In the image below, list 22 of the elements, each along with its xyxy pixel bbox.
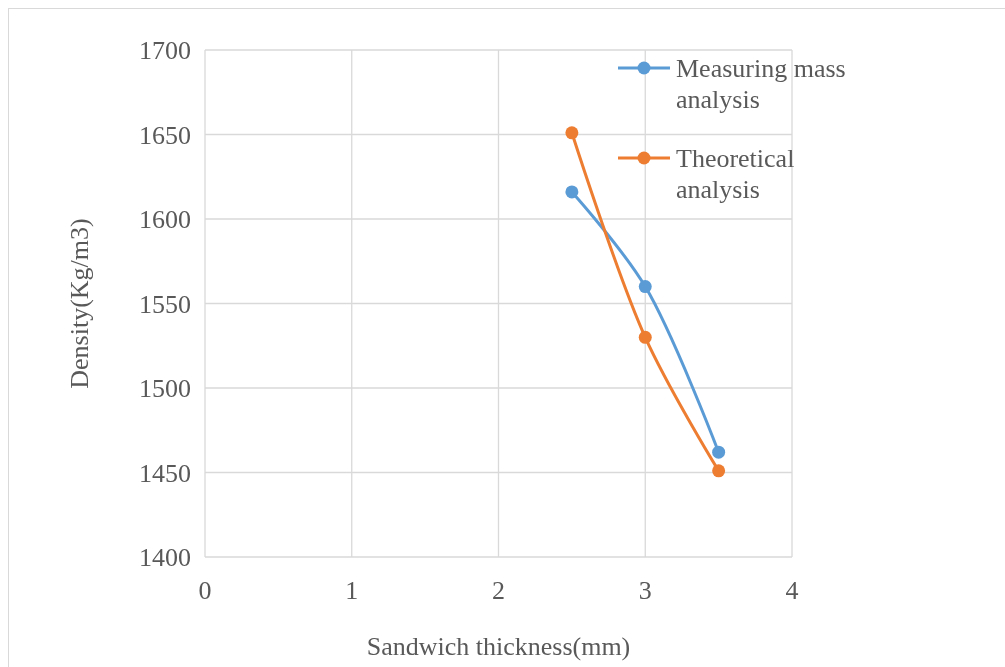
x-tick-label: 3 bbox=[638, 576, 652, 605]
x-tick-label: 0 bbox=[198, 576, 212, 605]
x-tick-label: 4 bbox=[785, 576, 799, 605]
y-tick-label: 1450 bbox=[139, 458, 191, 488]
y-tick-label: 1400 bbox=[139, 543, 191, 572]
y-tick-label: 1700 bbox=[139, 36, 191, 65]
point bbox=[712, 445, 726, 459]
point bbox=[638, 330, 652, 344]
y-tick-label: 1550 bbox=[139, 289, 191, 319]
point bbox=[565, 126, 579, 140]
point bbox=[638, 280, 652, 294]
y-tick-label: 1500 bbox=[139, 374, 191, 403]
y-tick-label: 1650 bbox=[139, 120, 191, 150]
x-axis-title: Sandwich thickness(mm) bbox=[366, 632, 631, 661]
point bbox=[565, 185, 579, 199]
y-tick-label: 1600 bbox=[139, 205, 191, 234]
x-tick-label: 2 bbox=[492, 576, 505, 605]
legend-label: Measuring mass analysis bbox=[676, 54, 846, 114]
x-tick-label: 1 bbox=[345, 576, 359, 605]
legend-label: Theoretical analysis bbox=[676, 144, 795, 204]
y-axis-title: Density(Kg/m3) bbox=[65, 218, 94, 389]
point bbox=[712, 464, 726, 478]
